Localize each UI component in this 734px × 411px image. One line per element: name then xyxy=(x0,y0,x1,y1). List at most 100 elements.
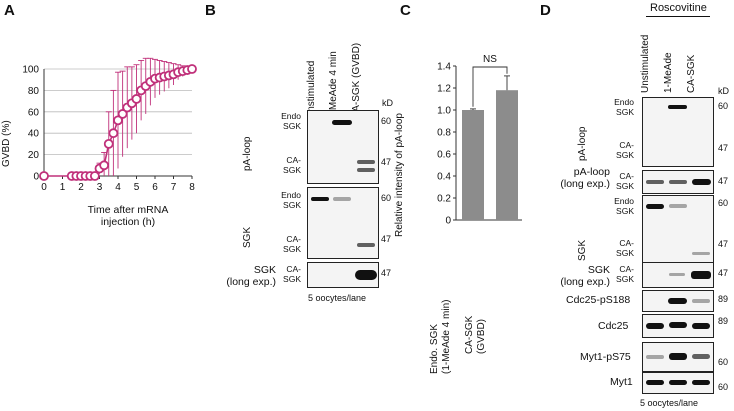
data-point xyxy=(89,171,100,181)
endo-sgk-label-d3: Endo SGK xyxy=(614,196,634,216)
band xyxy=(646,204,664,209)
band xyxy=(357,243,375,247)
mw-89-d5: 89 xyxy=(718,294,729,304)
blot-b-sgk xyxy=(307,187,379,259)
panel-a-letter: A xyxy=(4,2,15,19)
band xyxy=(668,105,687,109)
mw-47-d3: 47 xyxy=(718,239,729,249)
data-point xyxy=(117,109,128,119)
band xyxy=(355,270,377,280)
data-point xyxy=(99,160,110,171)
blot-d-cdc25-ps188 xyxy=(642,290,714,312)
x-tick-label: 5 xyxy=(134,182,140,193)
panel-c-letter: C xyxy=(400,2,411,19)
y-tick-label: 0 xyxy=(33,172,39,183)
ca-sgk-label-d1: CA- SGK xyxy=(616,140,634,160)
row-label-d-myt1: Myt1 xyxy=(610,376,633,388)
panel-b-letter: B xyxy=(205,2,216,19)
kd-label-d: kD xyxy=(718,86,729,96)
y-tick-label: 0.2 xyxy=(437,194,451,205)
panel-b-footer: 5 oocytes/lane xyxy=(308,293,367,303)
x-tick-label: 8 xyxy=(189,182,195,193)
mw-47-d2: 47 xyxy=(718,176,729,186)
y-tick-label: 60 xyxy=(28,107,40,118)
ca-sgk-label-d3: CA- SGK xyxy=(616,238,634,258)
x-tick-label: 3 xyxy=(97,182,103,193)
blot-d-cdc25 xyxy=(642,314,714,338)
y-tick-label: 0.8 xyxy=(437,128,451,139)
y-tick-label: 0.4 xyxy=(437,172,451,183)
x-tick-label: 7 xyxy=(171,182,177,193)
mw-47-b2: 47 xyxy=(381,234,392,244)
endo-sgk-label-b1: Endo SGK xyxy=(281,111,301,131)
mw-47-b3: 47 xyxy=(381,268,392,278)
lane-label-d-ca-sgk: CA-SGK xyxy=(686,54,697,93)
mw-89-d6: 89 xyxy=(718,316,729,326)
data-point xyxy=(103,138,114,149)
ca-sgk-label-b2: CA- SGK xyxy=(283,234,301,254)
ca-sgk-label-d4: CA- SGK xyxy=(616,264,634,284)
y-tick-label: 80 xyxy=(28,86,40,97)
band xyxy=(692,299,710,303)
band xyxy=(333,197,351,201)
mw-60-b2: 60 xyxy=(381,193,392,203)
row-label-d-cdc25: Cdc25 xyxy=(598,320,629,332)
kd-label-b: kD xyxy=(382,98,393,108)
lane-label-ca-sgk: CA-SGK (GVBD) xyxy=(351,42,362,119)
mw-60-d1: 60 xyxy=(718,101,729,111)
ca-sgk-label-b1: CA- SGK xyxy=(283,155,301,175)
x-tick-label: 2 xyxy=(78,182,84,193)
x-tick-label: 0 xyxy=(41,182,47,193)
y-tick-label: 20 xyxy=(28,150,40,161)
band xyxy=(692,323,710,329)
band xyxy=(692,179,711,185)
endo-sgk-label-b2: Endo SGK xyxy=(281,190,301,210)
y-tick-label: 0 xyxy=(445,216,451,227)
blot-d-myt1 xyxy=(642,372,714,394)
band xyxy=(357,160,375,164)
lane-label-d-1-meade: 1-MeAde xyxy=(663,52,674,93)
mw-60-d3: 60 xyxy=(718,198,729,208)
band xyxy=(692,354,710,359)
y-tick-label: 100 xyxy=(22,65,39,76)
band xyxy=(646,380,664,385)
mw-60-d8: 60 xyxy=(718,382,729,392)
band xyxy=(357,168,375,172)
band xyxy=(646,355,664,359)
treatment-label: Roscovitine xyxy=(650,2,707,14)
band xyxy=(311,197,329,201)
row-label-d-cdc25-ps188: Cdc25-pS188 xyxy=(566,294,631,306)
band xyxy=(669,180,687,184)
mw-47-d4: 47 xyxy=(718,268,729,278)
treatment-bracket xyxy=(646,16,710,17)
lane-label-d-unstimulated: Unstimulated xyxy=(640,34,651,93)
y-tick-label: 1.0 xyxy=(437,106,451,117)
gvbd-x-axis-label: Time after mRNA injection (h) xyxy=(87,204,169,228)
data-point xyxy=(131,94,142,104)
row-label-d-sgk-long: SGK (long exp.) xyxy=(560,264,610,288)
row-label-b-sgk-long: SGK (long exp.) xyxy=(226,264,276,288)
band xyxy=(646,323,664,329)
data-point xyxy=(187,64,197,74)
data-point xyxy=(113,115,123,126)
mw-60-d7: 60 xyxy=(718,357,729,367)
band xyxy=(668,298,687,304)
band xyxy=(646,180,664,184)
paloop-intensity-chart: 0 0.2 0.4 0.6 0.8 1.0 1.2 1.4 NS xyxy=(437,54,522,227)
blot-d-sgk-long xyxy=(642,262,714,288)
band xyxy=(692,252,710,255)
bar xyxy=(462,110,484,220)
blot-b-paloop xyxy=(307,110,379,184)
ns-annotation: NS xyxy=(483,54,497,65)
gvbd-time-course-chart: 0 20 40 60 80 100 0 1 2 3 4 5 6 7 8 xyxy=(22,57,197,193)
band xyxy=(669,380,687,385)
band xyxy=(332,120,352,125)
category-label-ca-sgk: CA-SGK (GVBD) xyxy=(464,315,487,354)
blot-d-paloop-long xyxy=(642,170,714,194)
mw-47-d1: 47 xyxy=(718,143,729,153)
ca-sgk-label-b3: CA- SGK xyxy=(283,264,301,284)
band xyxy=(669,353,687,360)
ca-sgk-label-d2: CA- SGK xyxy=(616,171,634,191)
blot-b-sgk-long xyxy=(307,262,379,288)
blot-d-paloop xyxy=(642,97,714,167)
